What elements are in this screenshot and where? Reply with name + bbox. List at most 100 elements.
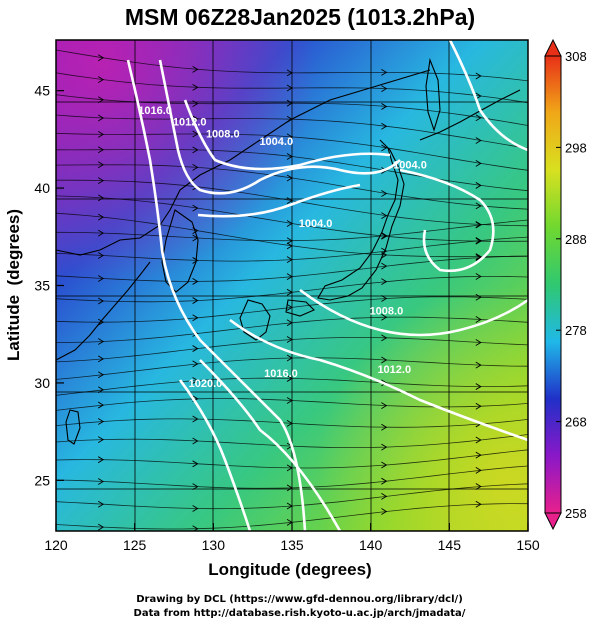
- streamline-arrow: [381, 232, 388, 239]
- isobar-1016-west: [126, 59, 307, 532]
- x-tick-label: 150: [516, 537, 540, 553]
- isobar-label: 1020.0: [189, 378, 223, 390]
- streamline-arrow: [381, 262, 388, 270]
- isobar-1012-west: [158, 59, 401, 195]
- streamline-arrow: [381, 103, 388, 110]
- streamline-arrow: [192, 377, 199, 384]
- x-axis-label: Longitude (degrees): [208, 560, 371, 579]
- streamline-arrow: [381, 508, 388, 515]
- streamline-arrow: [192, 278, 199, 285]
- x-tick-label: 130: [202, 537, 226, 553]
- colorbar-tick-label: 278: [565, 323, 587, 338]
- isobar-label: 1012.0: [173, 117, 207, 129]
- streamline-arrow: [97, 355, 105, 363]
- credit-line-1: Drawing by DCL (https://www.gfd-dennou.o…: [136, 594, 463, 605]
- isobar-label: 1004.0: [393, 160, 427, 172]
- streamline-arrow: [97, 213, 105, 221]
- streamline-arrow: [475, 159, 482, 167]
- isobar-label: 1004.0: [299, 218, 333, 230]
- isobar-label: 1008.0: [206, 128, 240, 140]
- streamline-arrow: [192, 65, 199, 73]
- streamline-arrow: [97, 478, 105, 485]
- kyushu-outline: [239, 299, 271, 341]
- streamline-arrow: [192, 460, 199, 468]
- streamline-arrow: [192, 130, 199, 138]
- isobar-label: 1004.0: [259, 136, 293, 148]
- streamline-arrow: [97, 146, 105, 154]
- streamline-arrow: [97, 456, 105, 464]
- streamline-arrow: [475, 137, 482, 144]
- x-tick-label: 145: [438, 537, 462, 553]
- streamline-arrow: [97, 297, 105, 305]
- streamline-arrow: [97, 131, 105, 138]
- streamline-arrow: [475, 293, 482, 301]
- taiwan-outline: [65, 409, 81, 445]
- chart-title: MSM 06Z28Jan2025 (1013.2hPa): [125, 4, 475, 30]
- isobar-1004-east: [399, 168, 495, 273]
- streamline-arrow: [97, 275, 105, 282]
- streamline-arrow: [475, 483, 482, 490]
- streamline-arrow: [97, 177, 105, 184]
- streamline-arrow: [475, 339, 482, 346]
- streamline-arrow: [381, 85, 388, 92]
- streamline-arrow: [97, 371, 105, 379]
- streamline-arrow: [192, 297, 199, 304]
- isobar-labels: 1004.01004.01008.01012.01016.01004.01008…: [138, 105, 427, 390]
- x-tick-label: 135: [280, 537, 304, 553]
- streamline-arrow: [192, 146, 199, 154]
- colorbar-tick-label: 288: [565, 232, 587, 247]
- streamline-arrow: [475, 254, 482, 261]
- streamline-arrow: [192, 345, 199, 352]
- streamline-arrow: [475, 436, 482, 444]
- isobar-northeast: [448, 39, 529, 152]
- isobar-label: 1016.0: [138, 105, 172, 117]
- y-tick-label: 30: [34, 375, 50, 391]
- streamline-arrow: [192, 164, 199, 171]
- streamline-arrow: [192, 415, 199, 423]
- streamline-arrow: [381, 190, 388, 197]
- streamline-arrow: [381, 122, 388, 130]
- streamline-arrow: [475, 500, 482, 508]
- streamline-arrow: [97, 401, 105, 409]
- streamline-arrow: [381, 278, 388, 286]
- streamline-arrow: [97, 338, 105, 345]
- plot-area: 1004.01004.01008.01012.01016.01004.01008…: [56, 39, 529, 532]
- streamline-arrow: [381, 295, 388, 302]
- streamline-arrow: [475, 202, 482, 210]
- streamline-arrow: [381, 334, 388, 342]
- streamline-arrow: [475, 361, 482, 369]
- isobar-label: 1012.0: [377, 364, 411, 376]
- grid-lines: [56, 40, 528, 531]
- streamline-arrow: [192, 83, 199, 91]
- streamline-arrow: [381, 477, 388, 485]
- streamline-arrow: [475, 114, 482, 122]
- streamline-arrow: [97, 436, 105, 443]
- streamline-arrow: [475, 466, 482, 474]
- streamline-arrow: [381, 212, 388, 220]
- streamline-arrow: [97, 114, 105, 122]
- streamline-arrow: [97, 76, 105, 83]
- isobar-label: 1008.0: [370, 306, 404, 318]
- streamline-arrow: [381, 247, 388, 255]
- isobar-1004-north: [197, 183, 361, 218]
- streamline-arrow: [192, 257, 199, 264]
- streamline-arrow: [381, 69, 388, 76]
- streamline-arrow: [381, 356, 388, 364]
- streamline-arrow: [97, 229, 105, 237]
- streamline-arrow: [381, 144, 388, 152]
- streamline-arrow: [381, 232, 388, 240]
- colorbar-tick-label: 268: [565, 415, 587, 430]
- streamline-arrow: [475, 316, 482, 323]
- streamline-arrow: [97, 523, 105, 531]
- streamline-arrow: [475, 221, 482, 229]
- colorbar: 258 268 278 288 298 308: [544, 38, 587, 531]
- isobar-1008-south: [299, 288, 529, 337]
- streamline-arrow: [192, 505, 199, 512]
- streamline-arrow: [192, 204, 199, 212]
- isobar-1008-north: [183, 99, 391, 171]
- x-tick-label: 120: [44, 537, 68, 553]
- colorbar-tick-label: 308: [565, 49, 587, 64]
- isobar-1012-south: [229, 318, 529, 442]
- colorbar-tick-label: 298: [565, 140, 587, 155]
